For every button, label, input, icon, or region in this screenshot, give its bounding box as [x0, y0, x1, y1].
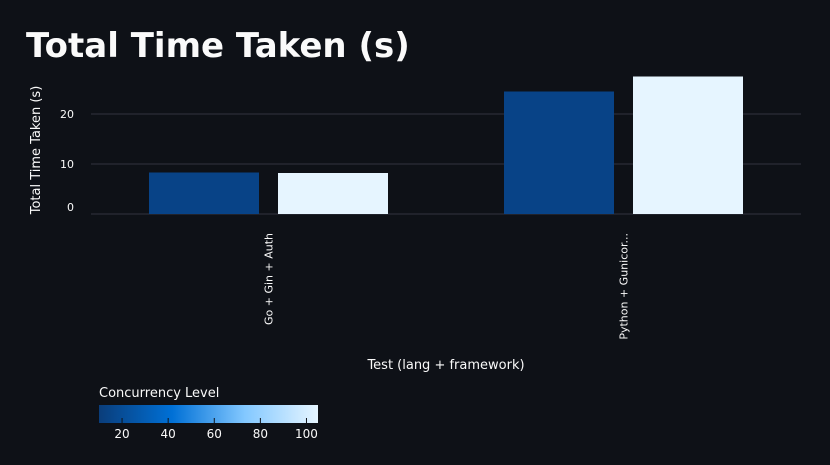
y-tick-label: 20 — [60, 108, 74, 121]
legend-tick-label: 40 — [161, 427, 176, 441]
bar-python-concurrency-10[interactable] — [504, 91, 614, 215]
legend-tick-label: 60 — [207, 427, 222, 441]
bars — [149, 76, 743, 215]
page-title: Total Time Taken (s) — [26, 26, 410, 66]
y-tick-label: 10 — [60, 158, 74, 171]
axis-ticks: 0 10 20 Go + Gin + Auth Python + Gunicor... — [60, 108, 631, 340]
x-tick-label: Python + Gunicor... — [618, 233, 631, 340]
bar-python-concurrency-100[interactable] — [633, 76, 743, 215]
bar-go-concurrency-10[interactable] — [149, 172, 259, 215]
x-axis-label: Test (lang + framework) — [366, 358, 524, 373]
legend-tick-label: 20 — [114, 427, 129, 441]
legend-title: Concurrency Level — [99, 386, 219, 401]
legend-color-scale — [99, 405, 318, 423]
legend-tick-label: 100 — [295, 427, 318, 441]
legend: Concurrency Level 20 40 60 80 100 — [99, 386, 318, 441]
bar-go-concurrency-100[interactable] — [278, 173, 388, 214]
legend-ticks: 20 40 60 80 100 — [114, 418, 318, 441]
y-axis-label: Total Time Taken (s) — [29, 86, 44, 216]
legend-tick-label: 80 — [253, 427, 268, 441]
y-tick-label: 0 — [67, 201, 74, 214]
x-tick-label: Go + Gin + Auth — [263, 233, 276, 325]
